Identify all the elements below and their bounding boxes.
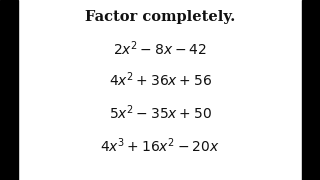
Bar (302, 0, 320, 180)
Bar (0, 0, 18, 180)
Text: $5x^2 - 35x + 50$: $5x^2 - 35x + 50$ (108, 103, 212, 122)
Text: Factor completely.: Factor completely. (85, 10, 235, 24)
Text: $4x^3 + 16x^2 - 20x$: $4x^3 + 16x^2 - 20x$ (100, 136, 220, 155)
Text: $2x^2 - 8x - 42$: $2x^2 - 8x - 42$ (113, 39, 207, 58)
Text: $4x^2 + 36x + 56$: $4x^2 + 36x + 56$ (108, 71, 212, 89)
